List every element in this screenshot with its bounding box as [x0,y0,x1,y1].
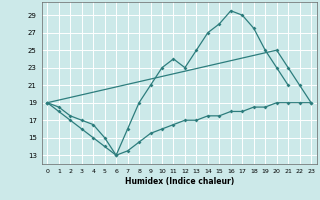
X-axis label: Humidex (Indice chaleur): Humidex (Indice chaleur) [124,177,234,186]
